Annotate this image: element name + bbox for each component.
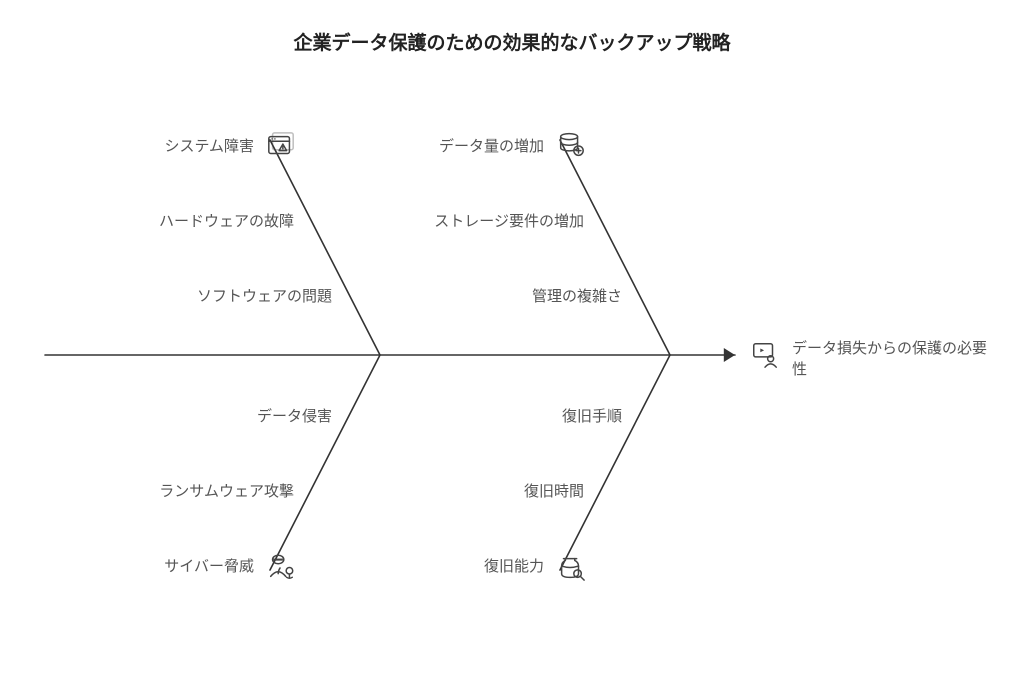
branch-label: データ量の増加 (439, 135, 544, 156)
branch-label: ソフトウェアの問題 (197, 285, 332, 306)
branch-label: ハードウェアの故障 (159, 210, 294, 231)
intruder-alert-icon (266, 552, 296, 582)
system-alert-icon (266, 130, 296, 160)
branch-label: ランサムウェア攻撃 (159, 480, 294, 501)
jar-search-icon (556, 552, 586, 582)
database-plus-icon (556, 130, 586, 160)
branch-label: 復旧能力 (484, 555, 544, 576)
branch-label: 管理の複雑さ (532, 285, 622, 306)
head-label: データ損失からの保護の必要性 (792, 338, 992, 380)
branch-label: 復旧時間 (524, 480, 584, 501)
branch-label: 復旧手順 (562, 405, 622, 426)
branch-label: データ侵害 (257, 405, 332, 426)
branch-label: システム障害 (164, 135, 254, 156)
branch-label: サイバー脅威 (164, 555, 254, 576)
screen-person-icon (750, 340, 780, 370)
branch-label: ストレージ要件の増加 (434, 210, 584, 231)
